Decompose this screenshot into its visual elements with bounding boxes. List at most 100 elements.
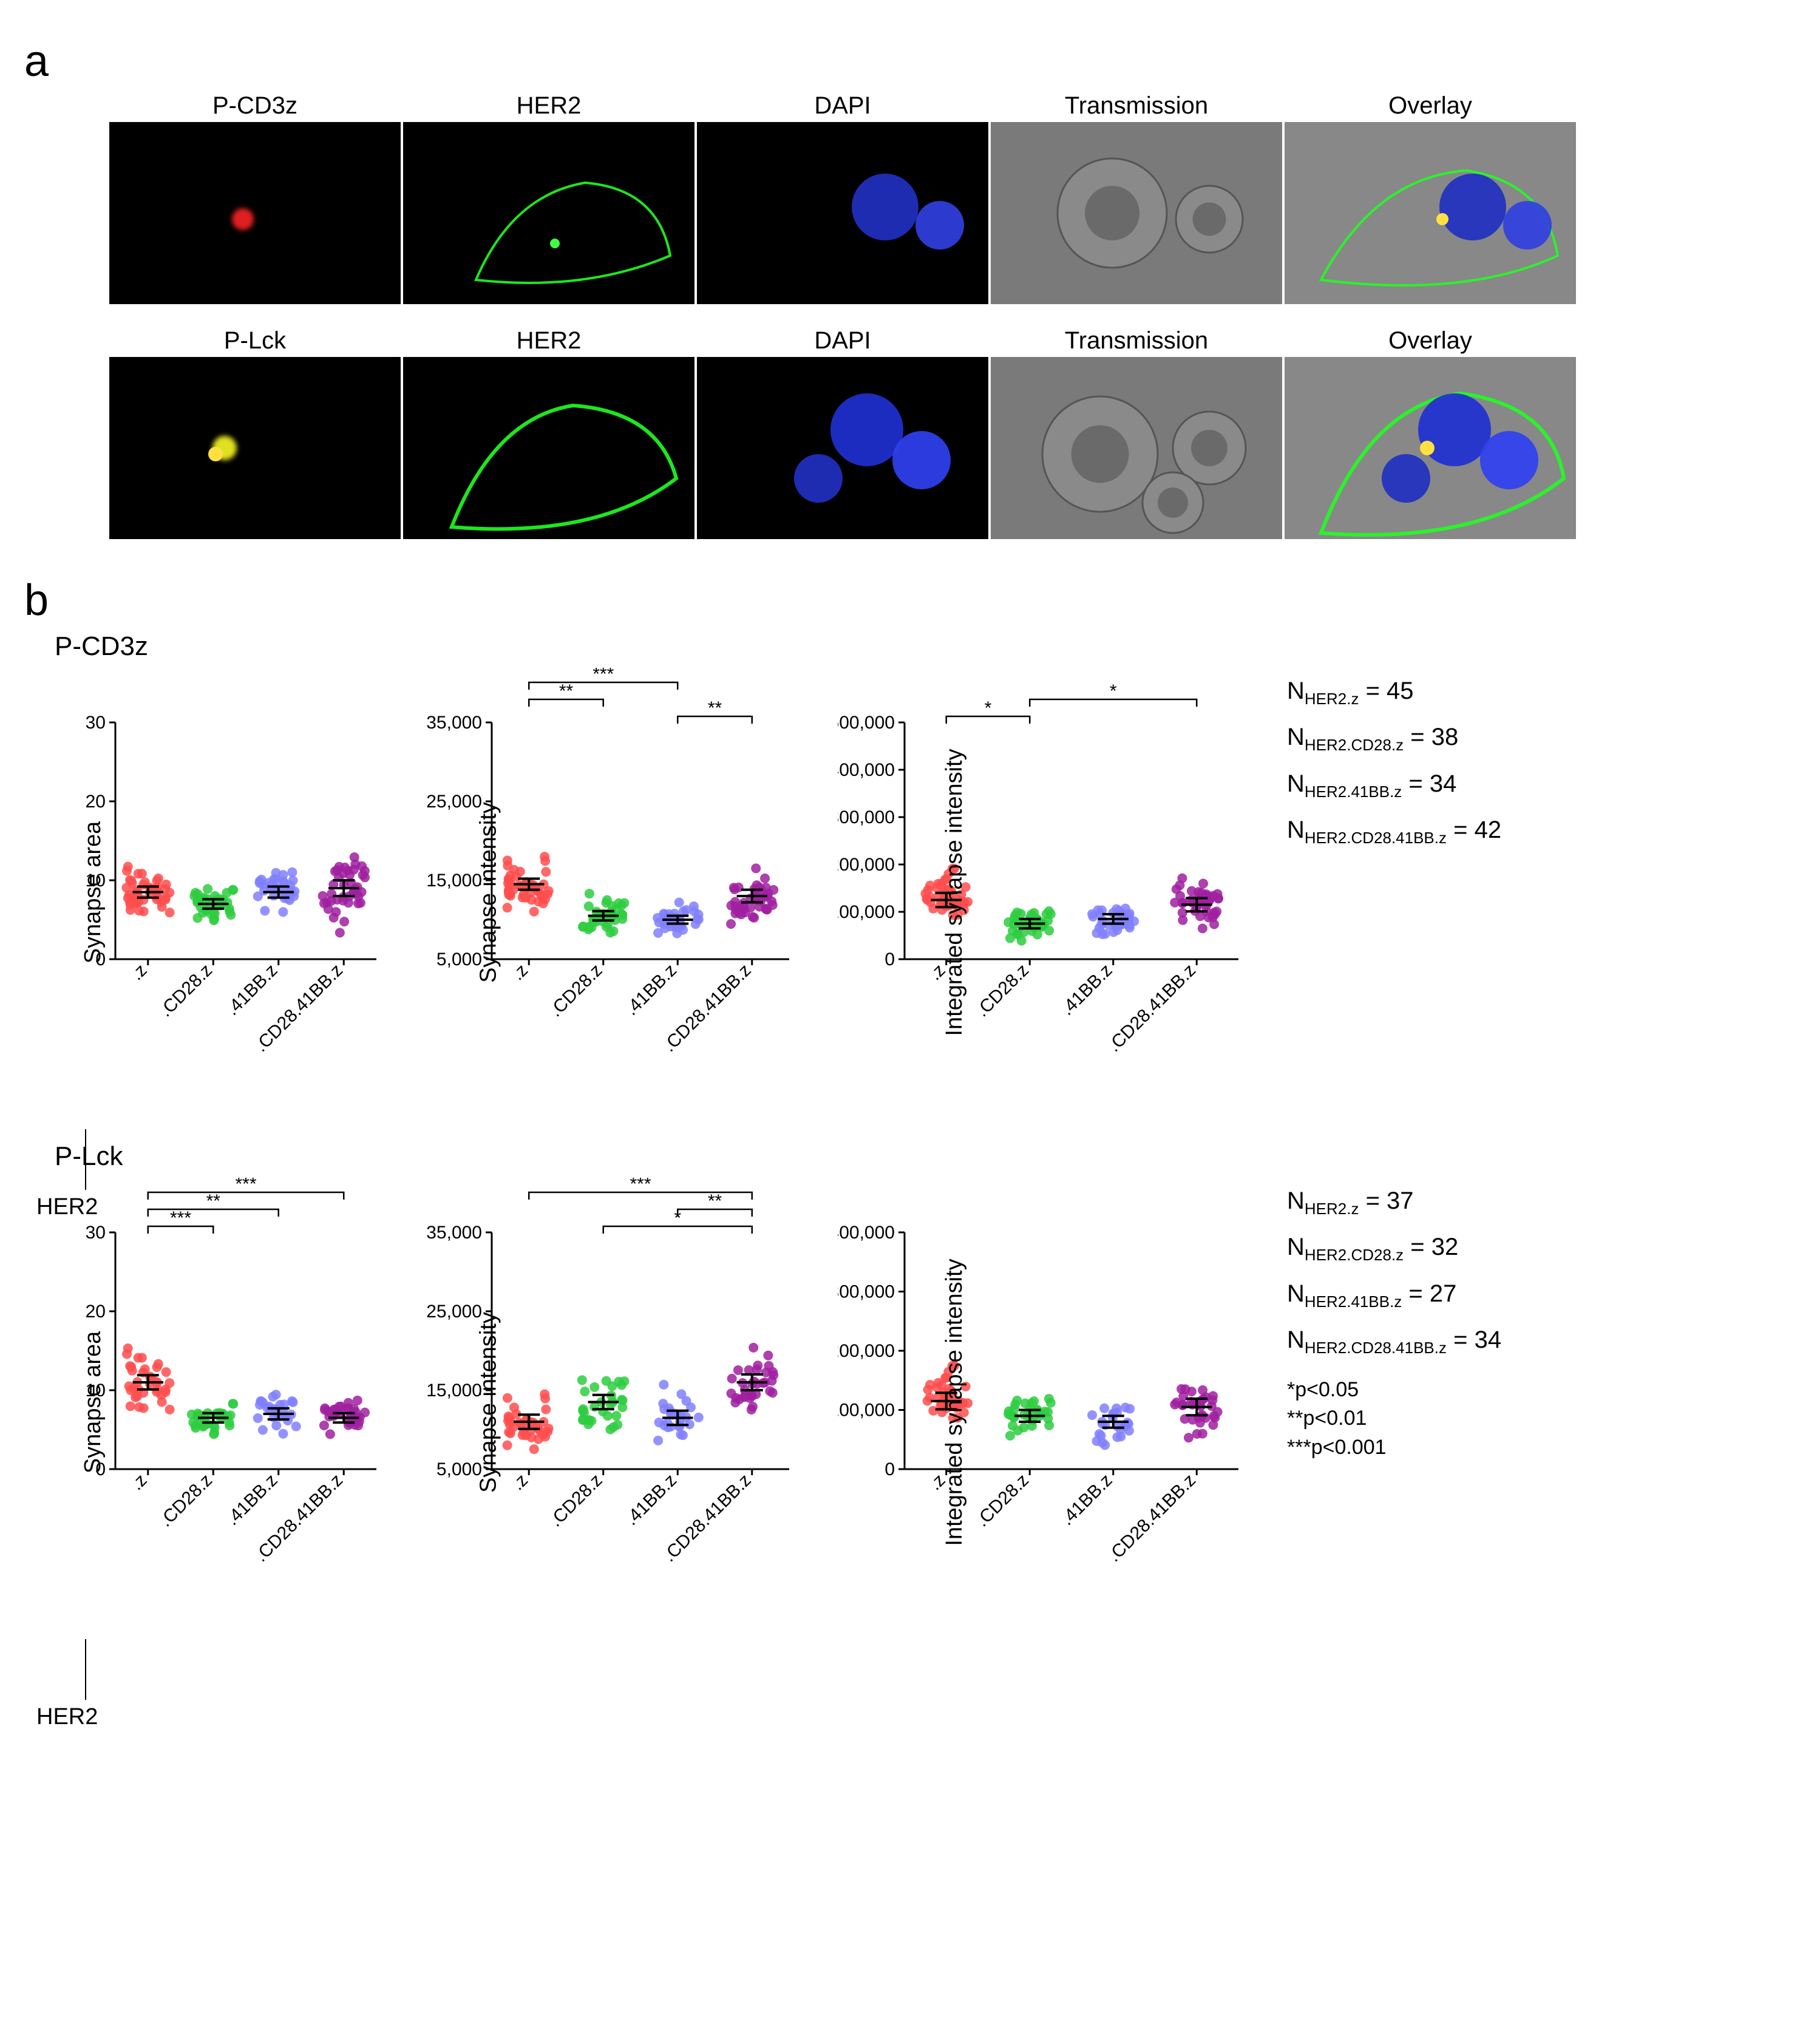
svg-text:25,000: 25,000 [426, 792, 482, 812]
micrograph-cell [991, 122, 1282, 304]
svg-text:100,000: 100,000 [838, 1401, 895, 1421]
svg-text:400,000: 400,000 [838, 760, 895, 780]
svg-text:**: ** [708, 698, 722, 718]
svg-text:200,000: 200,000 [838, 855, 895, 875]
micrograph-cell [1285, 357, 1576, 539]
svg-text:35,000: 35,000 [426, 713, 482, 733]
svg-text:.CD28.z: .CD28.z [546, 960, 606, 1021]
svg-text:.41BB.z: .41BB.z [622, 960, 681, 1020]
svg-text:20: 20 [86, 792, 106, 812]
svg-text:0: 0 [885, 949, 895, 970]
chart-wrap: Synapse area0102030.z.CD28.z.41BB.z.CD28… [49, 668, 389, 1117]
pval-label: ***p<0.001 [1287, 1433, 1501, 1462]
micrograph-cell [109, 357, 401, 539]
y-axis-label: Integrated synapse intensity [942, 1258, 968, 1546]
svg-text:.CD28.z: .CD28.z [972, 1470, 1033, 1531]
pcd3z-title: P-CD3z [55, 631, 1796, 662]
y-axis-label: Synapse intensity [475, 1312, 501, 1493]
scatter-chart: 0100,000200,000300,000400,000500,000.z.C… [838, 668, 1251, 1117]
svg-text:.CD28.41BB.z: .CD28.41BB.z [1104, 960, 1200, 1056]
svg-text:100,000: 100,000 [838, 902, 895, 922]
plck-chart-row: Synapse area0102030.z.CD28.z.41BB.z.CD28… [49, 1178, 1796, 1627]
micro-header: DAPI [697, 92, 988, 120]
svg-text:**: ** [708, 1191, 722, 1211]
pcd3z-chart-row: Synapse area0102030.z.CD28.z.41BB.z.CD28… [49, 668, 1796, 1117]
svg-text:.CD28.z: .CD28.z [155, 960, 216, 1021]
svg-text:.CD28.41BB.z: .CD28.41BB.z [1104, 1470, 1200, 1566]
her2-axis-line [85, 1639, 86, 1700]
micrograph-cell [991, 357, 1282, 539]
n-label: NHER2.CD28.z = 38 [1287, 714, 1501, 760]
svg-text:***: *** [593, 668, 614, 684]
n-label: NHER2.CD28.41BB.z = 34 [1287, 1317, 1501, 1363]
chart-wrap: Synapse area0102030.z.CD28.z.41BB.z.CD28… [49, 1178, 389, 1627]
n-label: NHER2.41BB.z = 34 [1287, 761, 1501, 807]
panel-a-label: a [24, 36, 1796, 86]
svg-text:.CD28.z: .CD28.z [972, 960, 1033, 1021]
svg-text:15,000: 15,000 [426, 1380, 482, 1401]
y-axis-label: Synapse area [80, 1331, 106, 1474]
svg-text:15,000: 15,000 [426, 871, 482, 891]
pval-label: **p<0.01 [1287, 1404, 1501, 1433]
y-axis-label: Integrated synapse intensity [942, 749, 968, 1036]
n-sidebar: NHER2.z = 45NHER2.CD28.z = 38NHER2.41BB.… [1287, 668, 1501, 854]
chart-wrap: Integrated synapse intensity 0 100,000 200,… [838, 668, 1251, 1117]
micro-header: P-Lck [109, 327, 401, 355]
svg-text:300,000: 300,000 [838, 1282, 895, 1302]
svg-text:***: *** [630, 1178, 651, 1194]
svg-text:400,000: 400,000 [838, 1223, 895, 1243]
n-label: NHER2.CD28.z = 32 [1287, 1224, 1501, 1270]
micro-header: Overlay [1285, 92, 1576, 120]
micrograph-cell [1285, 122, 1576, 304]
svg-text:0: 0 [885, 1459, 895, 1479]
svg-text:.41BB.z: .41BB.z [622, 1470, 681, 1530]
panel-a-row1 [109, 122, 1796, 304]
svg-text:35,000: 35,000 [426, 1223, 482, 1243]
svg-text:*: * [1110, 681, 1117, 701]
micrograph-cell [697, 357, 988, 539]
pval-label: *p<0.05 [1287, 1376, 1501, 1405]
chart-wrap: Synapse intensity5,00015,00025,00035,000… [425, 668, 801, 1117]
panel-a-micrographs: P-CD3z HER2 DAPI Transmission Overlay P-… [109, 92, 1796, 539]
panel-b-pcd3z-block: P-CD3z Synapse area0102030.z.CD28.z.41BB… [49, 631, 1796, 1117]
svg-text:*: * [985, 698, 992, 718]
svg-text:500,000: 500,000 [838, 713, 895, 733]
svg-text:30: 30 [86, 713, 106, 733]
micro-header: Overlay [1285, 327, 1576, 355]
panel-b-label: b [24, 576, 1796, 625]
svg-text:**: ** [559, 681, 574, 701]
panel-a-row2 [109, 357, 1796, 539]
micrograph-cell [109, 122, 401, 304]
panel-a-row1-headers: P-CD3z HER2 DAPI Transmission Overlay [109, 92, 1796, 120]
svg-text:***: *** [170, 1208, 191, 1228]
svg-text:.CD28.z: .CD28.z [155, 1470, 216, 1531]
svg-text:.41BB.z: .41BB.z [1057, 960, 1116, 1020]
micro-header: Transmission [991, 92, 1282, 120]
panel-b-plck-block: P-Lck Synapse area0102030.z.CD28.z.41BB.… [49, 1141, 1796, 1627]
micro-header: DAPI [697, 327, 988, 355]
svg-text:.41BB.z: .41BB.z [222, 1470, 282, 1530]
scatter-chart: 0100,000200,000300,000400,000.z.CD28.z.4… [838, 1178, 1251, 1627]
n-sidebar: NHER2.z = 37NHER2.CD28.z = 32NHER2.41BB.… [1287, 1178, 1501, 1462]
micro-header: Transmission [991, 327, 1282, 355]
her2-axis-label: HER2 [36, 1704, 98, 1730]
svg-text:.41BB.z: .41BB.z [1057, 1470, 1116, 1530]
svg-text:.41BB.z: .41BB.z [222, 960, 282, 1020]
chart-wrap: Synapse intensity5,00015,00025,00035,000… [425, 1178, 801, 1627]
panel-a-row2-headers: P-Lck HER2 DAPI Transmission Overlay [109, 327, 1796, 355]
svg-text:20: 20 [86, 1302, 106, 1322]
micro-header: HER2 [403, 92, 694, 120]
micrograph-cell [697, 122, 988, 304]
svg-text:**: ** [206, 1191, 221, 1211]
plck-title: P-Lck [55, 1141, 1796, 1172]
n-label: NHER2.z = 45 [1287, 668, 1501, 714]
svg-text:.CD28.z: .CD28.z [546, 1470, 606, 1531]
chart-wrap: Integrated synapse intensity0100,000200,… [838, 1178, 1251, 1627]
n-label: NHER2.41BB.z = 27 [1287, 1271, 1501, 1317]
svg-text:25,000: 25,000 [426, 1302, 482, 1322]
micrograph-cell [403, 357, 694, 539]
y-axis-label: Synapse intensity [475, 802, 501, 983]
micrograph-cell [403, 122, 694, 304]
micro-header: HER2 [403, 327, 694, 355]
y-axis-label: Synapse area [80, 821, 106, 964]
